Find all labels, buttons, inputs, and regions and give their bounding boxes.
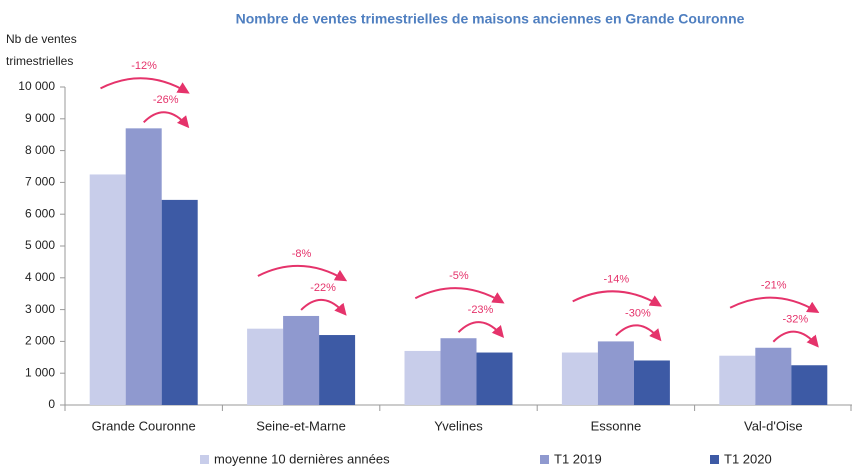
- x-tick-label: Yvelines: [434, 418, 483, 433]
- bar: [791, 365, 828, 405]
- y-axis-label: Nb de ventes: [6, 32, 77, 46]
- legend-swatch: [540, 455, 549, 464]
- y-tick-label: 10 000: [18, 79, 55, 93]
- y-tick-label: 5 000: [25, 238, 55, 252]
- annotation: -26%: [153, 94, 179, 106]
- annotation: -5%: [449, 270, 469, 282]
- annotation: -12%: [131, 60, 157, 72]
- y-tick-label: 7 000: [25, 175, 55, 189]
- y-tick-label: 6 000: [25, 206, 55, 220]
- annotation: -8%: [292, 248, 312, 260]
- bar: [125, 128, 162, 405]
- x-tick-label: Seine-et-Marne: [256, 418, 346, 433]
- x-tick-label: Essonne: [591, 418, 642, 433]
- bar: [597, 341, 634, 405]
- legend-label: moyenne 10 dernières années: [214, 451, 390, 466]
- bar: [404, 350, 441, 405]
- y-tick-label: 0: [48, 397, 55, 411]
- annotation-arrow: [100, 77, 190, 94]
- y-tick-label: 3 000: [25, 302, 55, 316]
- y-tick-label: 1 000: [25, 365, 55, 379]
- annotation: -32%: [782, 314, 808, 326]
- annotation: -30%: [625, 307, 651, 319]
- chart-title: Nombre de ventes trimestrielles de maiso…: [236, 11, 745, 27]
- bar: [755, 347, 792, 405]
- bar: [633, 360, 670, 405]
- legend-swatch: [200, 455, 209, 464]
- annotation-arrow: [257, 264, 348, 282]
- bar: [247, 328, 284, 405]
- annotation-arrow: [729, 296, 820, 313]
- annotation-arrow: [772, 330, 819, 348]
- x-tick-label: Grande Couronne: [92, 418, 196, 433]
- y-tick-label: 2 000: [25, 334, 55, 348]
- annotation-arrow: [142, 111, 190, 129]
- annotation: -14%: [603, 273, 629, 285]
- bar: [561, 352, 598, 405]
- annotation-arrow: [615, 324, 662, 342]
- y-axis-label: trimestrielles: [6, 54, 73, 68]
- y-tick-label: 4 000: [25, 270, 55, 284]
- bar: [89, 174, 126, 405]
- bar: [319, 335, 356, 405]
- bar: [161, 199, 198, 405]
- y-tick-label: 9 000: [25, 111, 55, 125]
- annotation-arrow: [572, 290, 662, 307]
- annotation: -21%: [761, 280, 787, 292]
- annotation-arrow: [414, 287, 505, 304]
- legend-label: T1 2020: [724, 451, 772, 466]
- annotation: -22%: [310, 282, 336, 294]
- legend-label: T1 2019: [554, 451, 602, 466]
- bar: [719, 355, 756, 405]
- annotation-arrow: [457, 321, 505, 339]
- bar: [283, 315, 320, 405]
- bar: [476, 352, 513, 405]
- x-tick-label: Val-d'Oise: [744, 418, 803, 433]
- bar: [440, 338, 477, 405]
- annotation: -23%: [468, 304, 494, 316]
- y-tick-label: 8 000: [25, 143, 55, 157]
- legend-swatch: [710, 455, 719, 464]
- annotation-arrow: [300, 298, 347, 316]
